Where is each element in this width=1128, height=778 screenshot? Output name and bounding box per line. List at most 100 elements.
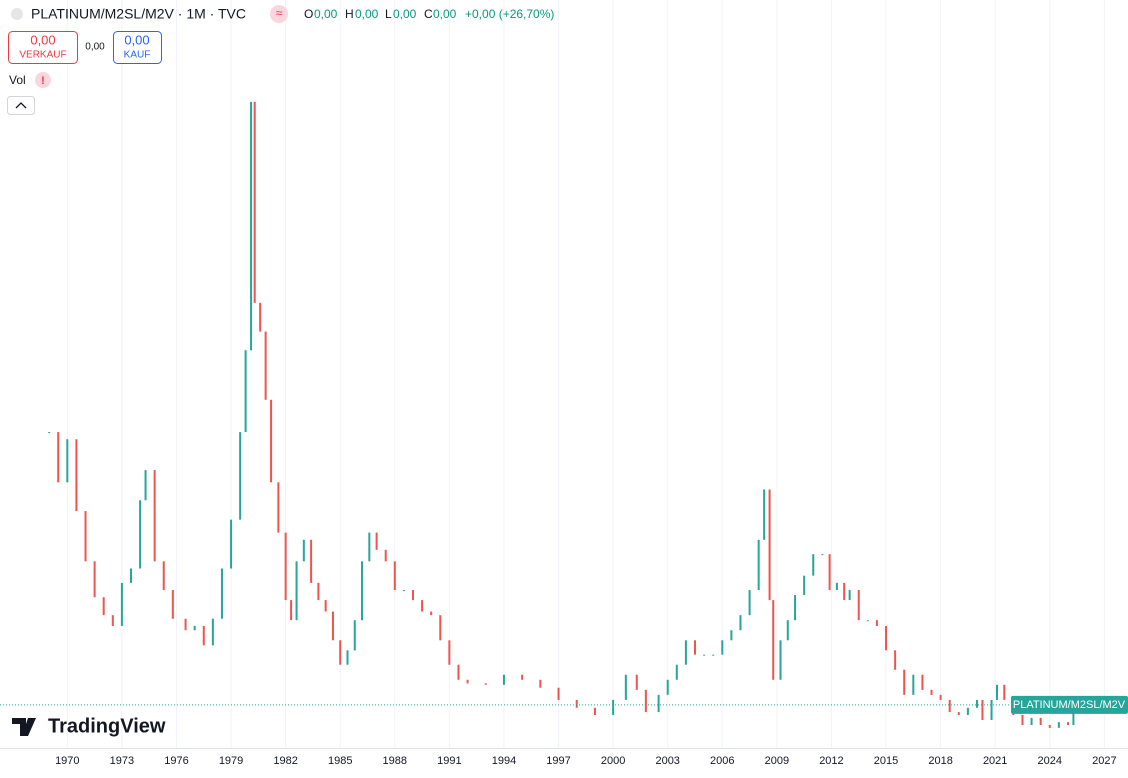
candle (111, 615, 114, 626)
candle (693, 640, 696, 655)
candle (763, 489, 766, 540)
candle (981, 699, 984, 720)
x-tick-label: 2015 (874, 755, 898, 767)
candle (211, 618, 214, 646)
candle (259, 302, 262, 332)
candle (270, 399, 273, 483)
logo: TradingView (12, 715, 166, 737)
ohlc-value: 0,00 (433, 7, 457, 21)
x-tick-label: 2009 (765, 755, 789, 767)
price-label-bg (1011, 695, 1128, 714)
symbol-title[interactable]: PLATINUM/M2SL/M2V · 1M · TVC (31, 6, 246, 22)
candle (393, 561, 396, 591)
price-label: PLATINUM/M2SL/M2V (1013, 699, 1126, 711)
candle (302, 539, 305, 562)
candle (310, 539, 313, 583)
candle (317, 582, 320, 601)
candle (857, 590, 860, 621)
candle (786, 620, 789, 641)
x-tick-label: 1991 (437, 755, 461, 767)
collapse-button[interactable] (7, 96, 35, 115)
x-tick-label: 1997 (546, 755, 570, 767)
candle (1039, 717, 1042, 726)
indicator-name: Vol (9, 73, 26, 87)
candle (502, 674, 505, 685)
candle (939, 694, 942, 700)
candle (903, 669, 906, 695)
collapse-icon (15, 102, 27, 109)
candle (139, 500, 142, 569)
candle (346, 650, 349, 665)
candle (721, 640, 724, 655)
candle (324, 600, 327, 612)
candle (1066, 722, 1069, 726)
candle (739, 615, 742, 631)
candle (921, 674, 924, 690)
x-tick-label: 1979 (219, 755, 243, 767)
warning-icon[interactable] (35, 72, 51, 88)
candle (703, 654, 706, 656)
candle (430, 611, 433, 616)
buy-label: KAUF (124, 50, 151, 61)
candle (466, 679, 469, 684)
ohlc-label: C (424, 7, 433, 21)
candle (1030, 717, 1033, 726)
compare-icon[interactable] (270, 5, 288, 23)
candle (635, 674, 638, 690)
candle (866, 620, 869, 622)
candle (129, 568, 132, 583)
candle (894, 650, 897, 670)
candle (361, 561, 364, 621)
candle (957, 712, 960, 715)
x-tick-label: 1988 (383, 755, 407, 767)
candle (821, 554, 824, 556)
candle (779, 640, 782, 680)
candle (539, 679, 542, 688)
candle (375, 532, 378, 550)
candle (684, 640, 687, 665)
candle (657, 694, 660, 713)
candle (295, 561, 298, 621)
ohlc-label: O (304, 7, 313, 21)
candle (557, 687, 560, 700)
candle (184, 618, 187, 631)
x-tick-label: 1985 (328, 755, 352, 767)
x-tick-label: 2012 (819, 755, 843, 767)
sell-button[interactable] (8, 31, 78, 64)
candle (975, 699, 978, 708)
candle (120, 582, 123, 626)
candle (848, 590, 851, 601)
candle (230, 519, 233, 569)
candle (835, 582, 838, 591)
candle (843, 582, 846, 601)
candle (75, 439, 78, 512)
candle (828, 554, 831, 591)
candle (339, 640, 342, 665)
candle (757, 539, 760, 591)
x-tick-label: 2024 (1038, 755, 1062, 767)
candle (768, 489, 771, 601)
candle (484, 683, 487, 685)
candle (253, 101, 256, 303)
candle (193, 625, 196, 631)
candle (220, 568, 223, 619)
buy-price: 0,00 (124, 32, 149, 47)
ohlc-value: 0,00 (355, 7, 379, 21)
sell-label: VERKAUF (19, 50, 66, 61)
candle (384, 549, 387, 562)
candle (93, 561, 96, 598)
change: +0,00 (+26,70%) (465, 7, 554, 21)
candle (1003, 684, 1006, 700)
buy-button[interactable] (113, 31, 162, 64)
candle (162, 561, 165, 591)
candle (803, 575, 806, 596)
candle (593, 707, 596, 715)
candle (57, 432, 60, 483)
candle (239, 432, 242, 520)
ohlc-label: L (385, 7, 392, 21)
candle (277, 482, 280, 533)
candle (421, 600, 424, 612)
candle (153, 470, 156, 562)
candle (290, 600, 293, 621)
